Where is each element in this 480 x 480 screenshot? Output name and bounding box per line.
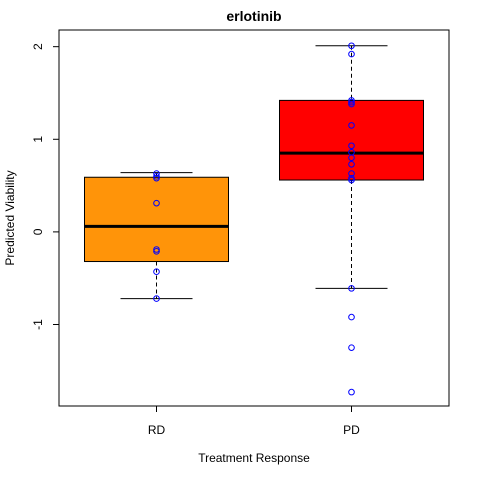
data-point-pd-1 bbox=[348, 50, 355, 58]
data-point-pd-11 bbox=[348, 174, 355, 182]
plot-frame bbox=[58, 29, 450, 407]
boxes-layer bbox=[84, 45, 424, 300]
y-axis-label: Predicted Viability bbox=[3, 170, 17, 265]
x-axis-label: Treatment Response bbox=[198, 451, 310, 465]
chart-title: erlotinib bbox=[226, 8, 281, 24]
data-point-rd-6 bbox=[153, 268, 160, 276]
data-point-rd-4 bbox=[153, 246, 160, 253]
data-point-pd-14 bbox=[348, 313, 355, 321]
box-pd bbox=[279, 99, 424, 181]
data-point-pd-10 bbox=[348, 170, 355, 177]
data-point-pd-6 bbox=[348, 142, 355, 150]
data-point-pd-5 bbox=[348, 122, 355, 129]
points-layer bbox=[153, 42, 355, 396]
data-point-rd-7 bbox=[153, 295, 160, 302]
y-tick-label-3: 2 bbox=[31, 43, 45, 50]
x-tick-label-pd: PD bbox=[343, 423, 360, 437]
data-point-pd-3 bbox=[348, 98, 355, 106]
data-point-pd-9 bbox=[348, 160, 355, 168]
x-tick-label-rd: RD bbox=[148, 423, 166, 437]
y-tick-label-0: -1 bbox=[31, 319, 45, 330]
box-rd bbox=[84, 176, 229, 263]
data-point-rd-0 bbox=[153, 170, 160, 177]
y-tick-label-1: 0 bbox=[31, 228, 45, 235]
data-point-pd-4 bbox=[348, 100, 355, 108]
data-point-pd-0 bbox=[348, 42, 355, 50]
data-point-rd-5 bbox=[153, 248, 160, 255]
data-point-rd-2 bbox=[153, 174, 160, 182]
data-point-pd-8 bbox=[348, 154, 355, 162]
data-point-pd-12 bbox=[348, 176, 355, 184]
data-point-pd-2 bbox=[348, 97, 355, 104]
y-tick-label-2: 1 bbox=[31, 136, 45, 143]
data-point-pd-15 bbox=[348, 344, 355, 351]
data-point-rd-3 bbox=[153, 199, 160, 207]
data-point-rd-1 bbox=[153, 173, 160, 180]
data-point-pd-13 bbox=[348, 285, 355, 292]
axes-layer: RD PD -1 0 1 2 bbox=[31, 43, 360, 437]
data-point-pd-16 bbox=[348, 388, 355, 396]
